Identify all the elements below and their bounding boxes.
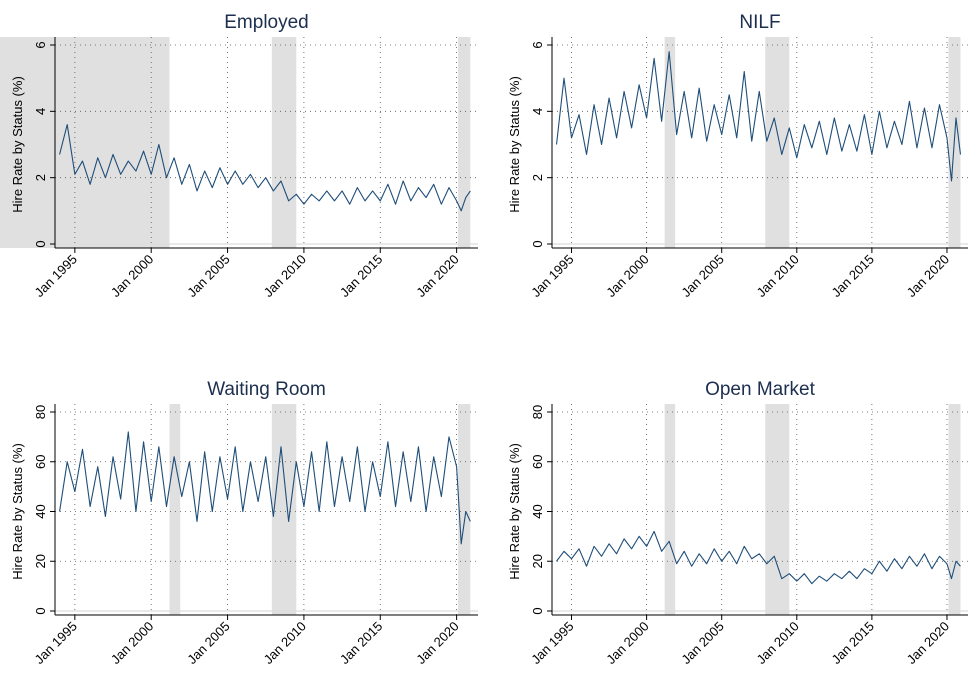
x-tick-label: Jan 2000 (603, 619, 651, 667)
x-tick-label: Jan 1995 (32, 252, 80, 300)
recession-band (458, 37, 471, 248)
x-tick-label: Jan 2000 (108, 619, 156, 667)
y-tick-label: 0 (530, 240, 545, 247)
y-tick-label: 6 (530, 41, 545, 48)
panel: 0 2 4 6 Jan 1995 Jan 2000 Jan 2005 Jan 2010 Jan … (0, 12, 478, 300)
x-tick-label: Jan 2010 (753, 252, 801, 300)
panel: 0 20 40 60 80 Jan 1995 Jan 2000 Jan 2005 Jan 201… (10, 379, 478, 667)
x-tick-label: Jan 2015 (829, 619, 877, 667)
recession-band (458, 404, 471, 615)
y-tick-label: 4 (33, 108, 48, 115)
x-tick-label: Jan 1995 (528, 252, 576, 300)
y-tick-label: 40 (530, 504, 545, 518)
series-line (556, 530, 961, 585)
series-line (555, 51, 962, 182)
recession-band (948, 404, 961, 615)
recession-band (664, 404, 676, 615)
x-tick-label: Jan 2005 (678, 619, 726, 667)
chart-title: Waiting Room (207, 379, 326, 400)
y-tick-label: 80 (530, 405, 545, 419)
y-tick-label: 60 (33, 455, 48, 469)
x-tick-label: Jan 2015 (829, 252, 877, 300)
y-tick-label: 0 (33, 240, 48, 247)
y-tick-label: 0 (530, 607, 545, 614)
panel: 0 20 40 60 80 Jan 1995 Jan 2000 Jan 2005 Jan 201… (507, 379, 968, 667)
y-tick-label: 20 (530, 554, 545, 568)
y-axis-label: Hire Rate by Status (%) (10, 76, 25, 213)
recession-band (765, 404, 790, 615)
y-tick-label: 4 (530, 108, 545, 115)
y-axis-label: Hire Rate by Status (%) (507, 443, 522, 580)
recession-band (271, 37, 297, 248)
y-axis-label: Hire Rate by Status (%) (507, 76, 522, 213)
x-tick-label: Jan 2000 (603, 252, 651, 300)
recession-band (271, 404, 297, 615)
y-tick-label: 6 (33, 41, 48, 48)
recession-band (664, 37, 676, 248)
x-tick-label: Jan 2005 (184, 252, 232, 300)
x-tick-label: Jan 2005 (678, 252, 726, 300)
y-tick-label: 60 (530, 455, 545, 469)
chart-title: Employed (224, 12, 309, 33)
x-tick-label: Jan 2010 (753, 619, 801, 667)
y-axis-label: Hire Rate by Status (%) (10, 443, 25, 580)
y-tick-label: 0 (33, 607, 48, 614)
x-tick-label: Jan 2000 (108, 252, 156, 300)
x-tick-label: Jan 2020 (413, 619, 461, 667)
recession-band (0, 37, 170, 248)
x-tick-label: Jan 2020 (904, 252, 952, 300)
y-tick-label: 20 (33, 554, 48, 568)
y-tick-label: 40 (33, 504, 48, 518)
x-tick-label: Jan 1995 (32, 619, 80, 667)
y-tick-label: 2 (33, 174, 48, 181)
chart-title: Open Market (705, 379, 816, 400)
x-tick-label: Jan 2005 (184, 619, 232, 667)
x-tick-label: Jan 2015 (337, 252, 385, 300)
x-tick-label: Jan 2020 (413, 252, 461, 300)
chart-title: NILF (739, 12, 780, 33)
y-tick-label: 2 (530, 174, 545, 181)
series-line (59, 124, 471, 212)
y-tick-label: 80 (33, 405, 48, 419)
x-tick-label: Jan 2020 (904, 619, 952, 667)
series-line (59, 431, 471, 545)
x-tick-label: Jan 2010 (261, 252, 309, 300)
x-tick-label: Jan 2010 (261, 619, 309, 667)
panel: 0 2 4 6 Jan 1995 Jan 2000 Jan 2005 Jan 2010 Jan … (507, 12, 968, 300)
x-tick-label: Jan 2015 (337, 619, 385, 667)
x-tick-label: Jan 1995 (528, 619, 576, 667)
recession-band (169, 404, 181, 615)
